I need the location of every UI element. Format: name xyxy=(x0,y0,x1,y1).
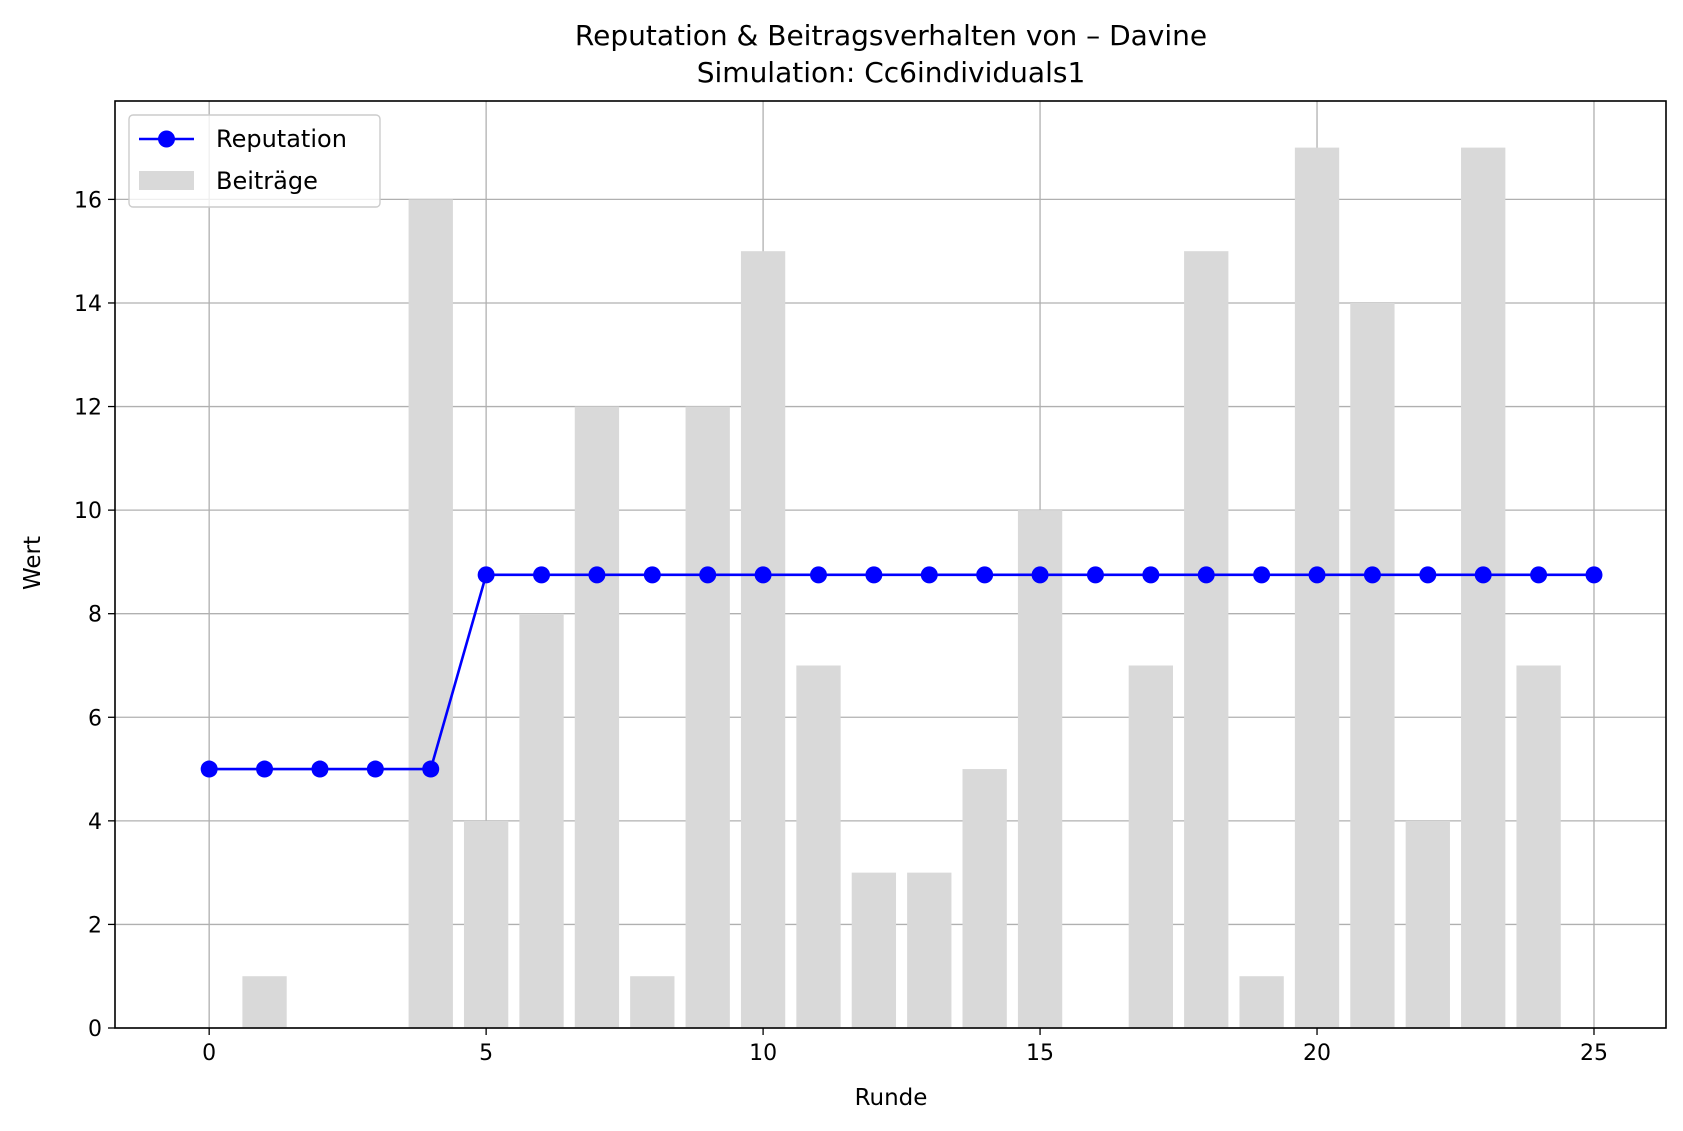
reputation-point xyxy=(311,760,329,778)
reputation-point xyxy=(533,566,551,584)
bar xyxy=(907,872,952,1028)
bar xyxy=(740,251,786,1029)
reputation-point xyxy=(699,566,717,584)
x-tick-label: 25 xyxy=(1580,1041,1608,1066)
reputation-point xyxy=(1142,566,1160,584)
bar xyxy=(1294,147,1340,1028)
y-tick-label: 8 xyxy=(88,603,102,628)
legend-beitraege-swatch xyxy=(139,171,194,190)
axis-ticks: 0 5 10 15 20 25 0 2 4 6 8 10 12 14 16 xyxy=(74,188,1608,1066)
bar xyxy=(1461,147,1506,1028)
bar xyxy=(463,820,509,1028)
reputation-point xyxy=(1585,566,1603,584)
reputation-point xyxy=(920,566,938,584)
bar-series-beitraege xyxy=(242,147,1561,1029)
bar xyxy=(630,976,675,1028)
legend: Reputation Beiträge xyxy=(128,114,381,208)
reputation-point xyxy=(366,760,384,778)
reputation-point xyxy=(976,566,994,584)
bar xyxy=(1184,251,1229,1029)
bar xyxy=(1350,302,1395,1029)
bar xyxy=(242,976,287,1028)
y-tick-label: 10 xyxy=(74,499,102,524)
bar xyxy=(796,665,841,1028)
y-tick-label: 4 xyxy=(88,810,102,835)
bar xyxy=(574,406,620,1028)
reputation-point xyxy=(643,566,661,584)
plot-frame xyxy=(114,100,1667,1029)
line-series-reputation xyxy=(200,566,1603,778)
reputation-point xyxy=(1197,566,1215,584)
bar xyxy=(1405,820,1450,1028)
y-tick-label: 2 xyxy=(88,913,102,938)
reputation-point xyxy=(809,566,827,584)
y-tick-label: 14 xyxy=(74,292,102,317)
legend-beitraege-label: Beiträge xyxy=(216,167,318,195)
x-axis-label: Runde xyxy=(855,1085,928,1111)
reputation-point xyxy=(1530,566,1548,584)
reputation-point xyxy=(1474,566,1492,584)
bar xyxy=(1516,665,1561,1028)
bar xyxy=(1017,510,1063,1028)
reputation-point xyxy=(1363,566,1381,584)
y-tick-label: 0 xyxy=(88,1017,102,1042)
bar xyxy=(1128,665,1174,1028)
x-tick-label: 0 xyxy=(202,1041,216,1066)
reputation-point xyxy=(754,566,772,584)
bar xyxy=(851,872,897,1028)
x-tick-label: 15 xyxy=(1026,1041,1054,1066)
reputation-point xyxy=(1253,566,1271,584)
bar xyxy=(519,613,564,1028)
reputation-point xyxy=(865,566,883,584)
bar xyxy=(1239,976,1284,1028)
reputation-line xyxy=(209,573,1594,771)
reputation-point xyxy=(1308,566,1326,584)
bar xyxy=(685,406,730,1028)
reputation-point xyxy=(1086,566,1104,584)
reputation-point xyxy=(588,566,606,584)
y-axis-label: Wert xyxy=(20,536,46,590)
reputation-point xyxy=(200,760,218,778)
y-tick-label: 12 xyxy=(74,396,102,421)
chart-title: Reputation & Beitragsverhalten von – Dav… xyxy=(575,19,1207,52)
y-tick-label: 6 xyxy=(88,706,102,731)
x-tick-label: 10 xyxy=(749,1041,777,1066)
y-tick-label: 16 xyxy=(74,188,102,213)
reputation-point xyxy=(477,566,495,584)
bar xyxy=(408,199,453,1028)
x-tick-label: 20 xyxy=(1303,1041,1331,1066)
legend-reputation-label: Reputation xyxy=(216,125,347,153)
reputation-point xyxy=(422,760,440,778)
legend-reputation-marker xyxy=(158,130,175,148)
x-tick-label: 5 xyxy=(479,1041,493,1066)
reputation-point xyxy=(256,760,274,778)
reputation-point xyxy=(1419,566,1437,584)
reputation-point xyxy=(1031,566,1049,584)
bar xyxy=(962,769,1007,1028)
chart-subtitle: Simulation: Cc6individuals1 xyxy=(697,56,1086,89)
